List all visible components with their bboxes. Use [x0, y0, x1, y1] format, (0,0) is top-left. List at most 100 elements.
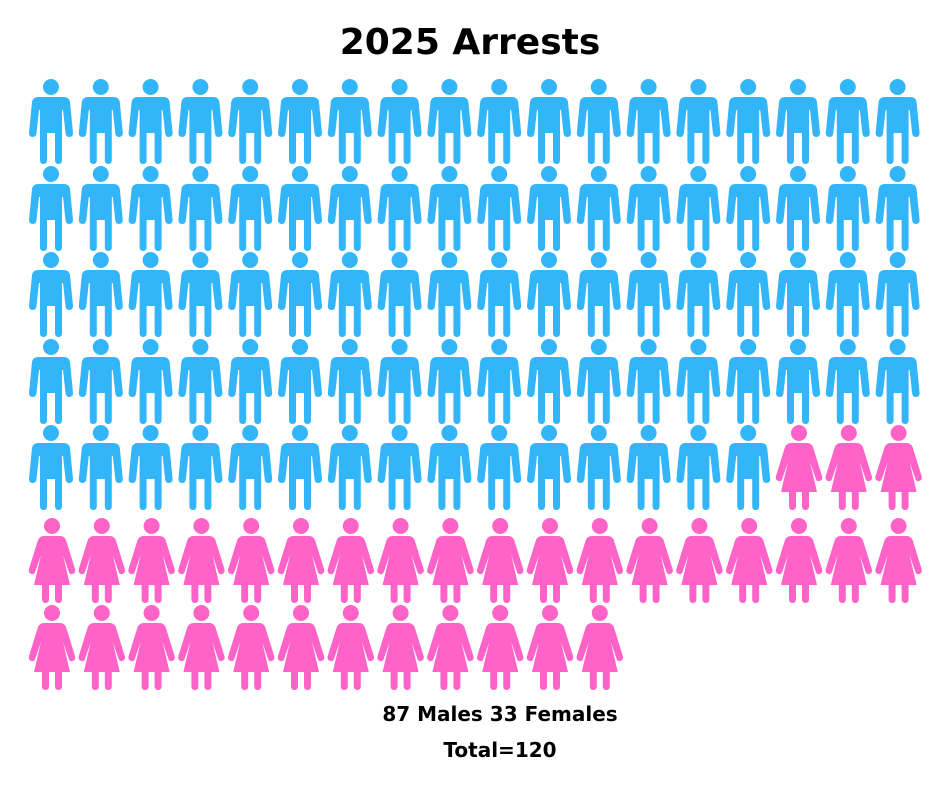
female-person-icon [277, 518, 325, 603]
male-person-icon [278, 339, 322, 424]
male-person-icon [278, 79, 322, 164]
summary-counts: 87 Males 33 Females [382, 702, 618, 726]
male-person-icon [776, 166, 820, 251]
male-person-icon [228, 79, 273, 164]
male-person-icon [29, 425, 73, 510]
male-person-icon [128, 425, 173, 510]
male-person-icon [427, 339, 472, 424]
female-person-icon [427, 605, 474, 690]
male-person-icon [377, 425, 422, 510]
male-person-icon [377, 252, 422, 337]
female-person-icon [825, 518, 873, 603]
male-person-icon [278, 252, 322, 337]
male-person-icon [527, 79, 571, 164]
female-person-icon [227, 605, 275, 690]
male-person-icon [726, 252, 771, 337]
male-person-icon [626, 79, 671, 164]
male-person-icon [676, 166, 721, 251]
male-person-icon [626, 425, 671, 510]
male-person-icon [327, 252, 372, 337]
male-person-icon [327, 79, 372, 164]
female-person-icon [427, 518, 474, 603]
male-person-icon [626, 339, 671, 424]
female-person-icon [327, 605, 375, 690]
male-person-icon [676, 339, 721, 424]
chart-title: 2025 Arrests [339, 22, 601, 63]
female-person-icon [576, 518, 624, 603]
male-person-icon [676, 425, 721, 510]
male-person-icon [228, 252, 273, 337]
male-person-icon [576, 166, 621, 251]
male-person-icon [78, 252, 123, 337]
female-person-icon [676, 518, 723, 603]
male-person-icon [29, 79, 73, 164]
male-person-icon [228, 339, 273, 424]
male-person-icon [427, 425, 472, 510]
male-person-icon [776, 79, 820, 164]
female-person-icon [476, 605, 524, 690]
male-person-icon [676, 79, 721, 164]
male-person-icon [327, 166, 372, 251]
female-person-icon [775, 425, 823, 510]
male-person-icon [228, 425, 273, 510]
male-person-icon [178, 339, 223, 424]
male-person-icon [128, 166, 173, 251]
male-person-icon [228, 166, 273, 251]
female-person-icon [725, 518, 773, 603]
female-person-icon [576, 605, 624, 690]
male-person-icon [78, 339, 123, 424]
female-person-icon [875, 425, 922, 510]
female-person-icon [825, 425, 873, 510]
male-person-icon [676, 252, 721, 337]
female-person-icon [78, 518, 126, 603]
female-person-icon [775, 518, 823, 603]
male-person-icon [377, 339, 422, 424]
male-person-icon [825, 166, 870, 251]
male-person-icon [278, 425, 322, 510]
female-person-icon [377, 605, 424, 690]
male-person-icon [78, 166, 123, 251]
male-person-icon [128, 339, 173, 424]
female-person-icon [875, 518, 922, 603]
male-person-icon [327, 339, 372, 424]
female-person-icon [28, 605, 76, 690]
male-person-icon [825, 79, 870, 164]
male-person-icon [427, 79, 472, 164]
female-person-icon [327, 518, 375, 603]
male-person-icon [527, 425, 571, 510]
male-person-icon [576, 425, 621, 510]
female-person-icon [128, 605, 175, 690]
female-person-icon [277, 605, 325, 690]
male-person-icon [776, 339, 820, 424]
female-person-icon [526, 518, 574, 603]
female-person-icon [626, 518, 673, 603]
male-person-icon [875, 252, 920, 337]
male-person-icon [178, 252, 223, 337]
female-person-icon [227, 518, 275, 603]
male-person-icon [477, 339, 522, 424]
male-person-icon [875, 339, 920, 424]
male-person-icon [377, 79, 422, 164]
male-person-icon [875, 79, 920, 164]
female-person-icon [28, 518, 76, 603]
female-person-icon [128, 518, 175, 603]
male-person-icon [726, 79, 771, 164]
male-person-icon [875, 166, 920, 251]
male-person-icon [427, 252, 472, 337]
male-person-icon [477, 252, 522, 337]
male-person-icon [78, 425, 123, 510]
male-person-icon [825, 252, 870, 337]
female-person-icon [78, 605, 126, 690]
male-person-icon [527, 339, 571, 424]
male-person-icon [377, 166, 422, 251]
male-person-icon [178, 166, 223, 251]
male-person-icon [477, 425, 522, 510]
female-person-icon [476, 518, 524, 603]
male-person-icon [726, 166, 771, 251]
female-person-icon [526, 605, 574, 690]
male-person-icon [576, 79, 621, 164]
pictograph-grid [28, 79, 922, 690]
male-person-icon [527, 252, 571, 337]
male-person-icon [178, 425, 223, 510]
male-person-icon [278, 166, 322, 251]
